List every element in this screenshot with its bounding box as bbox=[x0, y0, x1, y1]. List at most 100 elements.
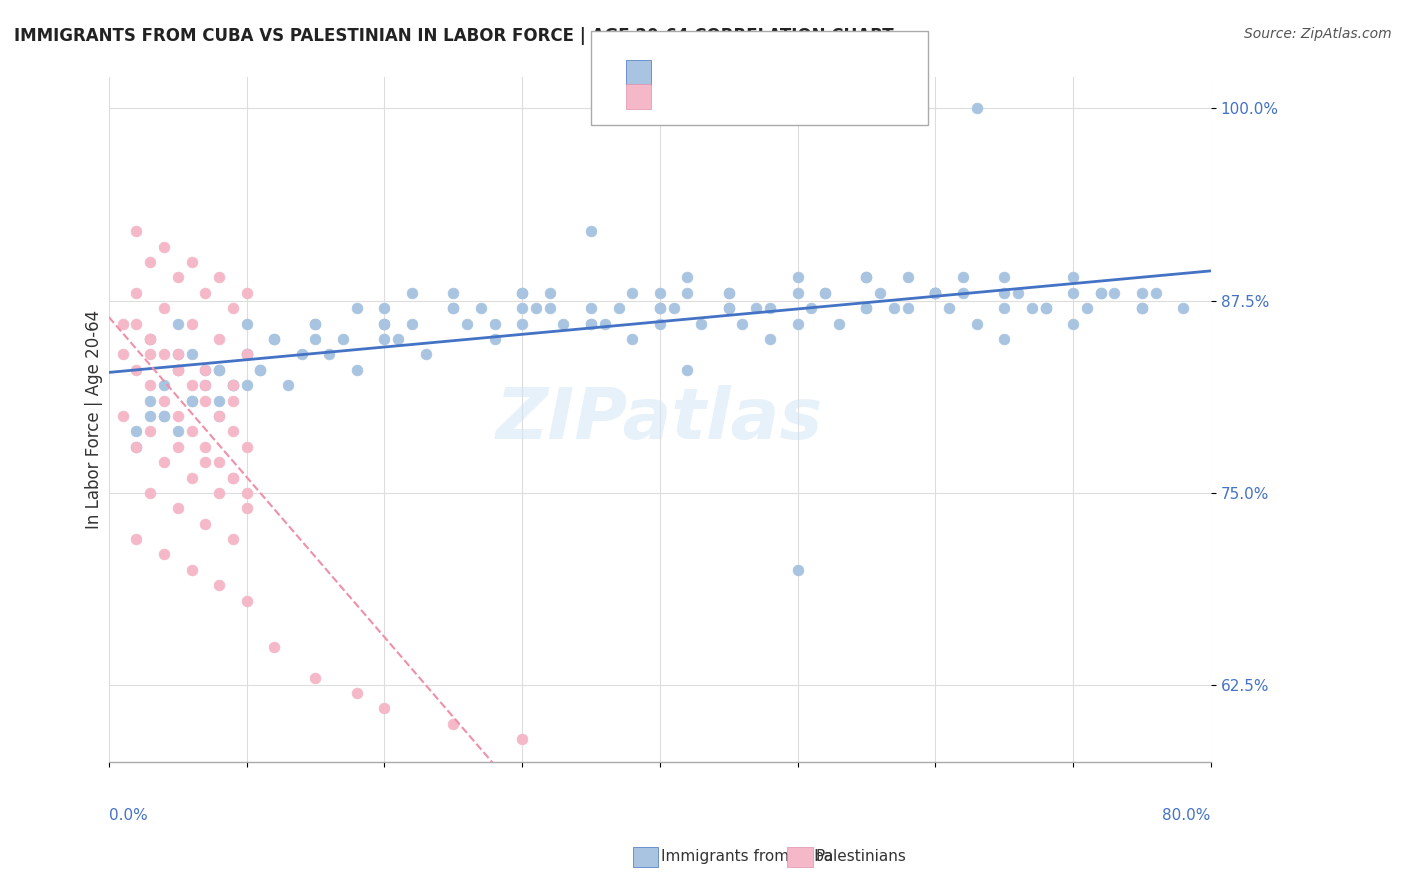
Point bbox=[222, 532, 245, 546]
Point bbox=[235, 285, 257, 300]
Point bbox=[166, 347, 188, 361]
Point bbox=[690, 317, 713, 331]
Point bbox=[153, 393, 176, 408]
Point bbox=[924, 285, 946, 300]
Point bbox=[897, 270, 920, 285]
Point bbox=[139, 332, 162, 346]
Point bbox=[456, 317, 478, 331]
Point bbox=[346, 686, 368, 700]
Text: IMMIGRANTS FROM CUBA VS PALESTINIAN IN LABOR FORCE | AGE 20-64 CORRELATION CHART: IMMIGRANTS FROM CUBA VS PALESTINIAN IN L… bbox=[14, 27, 894, 45]
Point bbox=[717, 285, 740, 300]
Point bbox=[235, 317, 257, 331]
Point bbox=[607, 301, 630, 316]
Point bbox=[194, 440, 217, 454]
Point bbox=[993, 270, 1015, 285]
Point bbox=[346, 301, 368, 316]
Point bbox=[1021, 301, 1043, 316]
Point bbox=[484, 332, 506, 346]
Point bbox=[579, 317, 602, 331]
Point bbox=[1076, 301, 1098, 316]
Point bbox=[153, 301, 176, 316]
Text: ZIPatlas: ZIPatlas bbox=[496, 385, 824, 454]
Point bbox=[579, 224, 602, 238]
Point bbox=[111, 317, 134, 331]
Point bbox=[166, 440, 188, 454]
Point bbox=[786, 270, 808, 285]
Point bbox=[180, 317, 202, 331]
Point bbox=[153, 455, 176, 469]
Point bbox=[125, 440, 148, 454]
Point bbox=[373, 317, 395, 331]
Point bbox=[180, 378, 202, 392]
Point bbox=[332, 332, 354, 346]
Point bbox=[510, 285, 533, 300]
Point bbox=[441, 301, 464, 316]
Point bbox=[166, 363, 188, 377]
Text: 80.0%: 80.0% bbox=[1163, 808, 1211, 823]
Point bbox=[222, 470, 245, 484]
Point bbox=[180, 347, 202, 361]
Point bbox=[125, 317, 148, 331]
Point bbox=[676, 270, 699, 285]
Point bbox=[235, 593, 257, 607]
Point bbox=[814, 285, 837, 300]
Point bbox=[222, 301, 245, 316]
Y-axis label: In Labor Force | Age 20-64: In Labor Force | Age 20-64 bbox=[86, 310, 103, 529]
Point bbox=[139, 332, 162, 346]
Point bbox=[166, 347, 188, 361]
Point bbox=[263, 332, 285, 346]
Point bbox=[1007, 285, 1029, 300]
Point bbox=[745, 301, 768, 316]
Point bbox=[153, 548, 176, 562]
Point bbox=[249, 363, 271, 377]
Point bbox=[510, 285, 533, 300]
Point bbox=[869, 285, 891, 300]
Point bbox=[263, 332, 285, 346]
Point bbox=[125, 425, 148, 439]
Point bbox=[125, 363, 148, 377]
Point bbox=[510, 732, 533, 747]
Point bbox=[1130, 301, 1153, 316]
Point bbox=[235, 440, 257, 454]
Text: N = 125: N = 125 bbox=[780, 68, 844, 83]
Text: R = -0.101: R = -0.101 bbox=[658, 91, 740, 106]
Point bbox=[387, 332, 409, 346]
Point bbox=[139, 255, 162, 269]
Point bbox=[373, 701, 395, 715]
Point bbox=[153, 409, 176, 423]
Point bbox=[208, 393, 231, 408]
Point bbox=[208, 409, 231, 423]
Point bbox=[648, 285, 671, 300]
Point bbox=[346, 363, 368, 377]
Point bbox=[924, 285, 946, 300]
Point bbox=[125, 440, 148, 454]
Point bbox=[222, 378, 245, 392]
Point bbox=[717, 301, 740, 316]
Point bbox=[125, 532, 148, 546]
Point bbox=[1035, 301, 1057, 316]
Point bbox=[993, 285, 1015, 300]
Point bbox=[731, 317, 754, 331]
Text: 0.0%: 0.0% bbox=[108, 808, 148, 823]
Point bbox=[993, 301, 1015, 316]
Point bbox=[208, 578, 231, 592]
Point bbox=[1130, 301, 1153, 316]
Point bbox=[952, 285, 974, 300]
Point bbox=[966, 317, 988, 331]
Text: R =  0.239: R = 0.239 bbox=[658, 68, 740, 83]
Point bbox=[263, 640, 285, 654]
Point bbox=[441, 716, 464, 731]
Point bbox=[235, 378, 257, 392]
Point bbox=[538, 301, 561, 316]
Point bbox=[510, 301, 533, 316]
Point bbox=[208, 409, 231, 423]
Point bbox=[1173, 301, 1195, 316]
Point bbox=[304, 317, 326, 331]
Point bbox=[139, 378, 162, 392]
Point bbox=[924, 285, 946, 300]
Point bbox=[125, 285, 148, 300]
Point bbox=[166, 501, 188, 516]
Point bbox=[194, 516, 217, 531]
Point bbox=[593, 317, 616, 331]
Point bbox=[139, 332, 162, 346]
